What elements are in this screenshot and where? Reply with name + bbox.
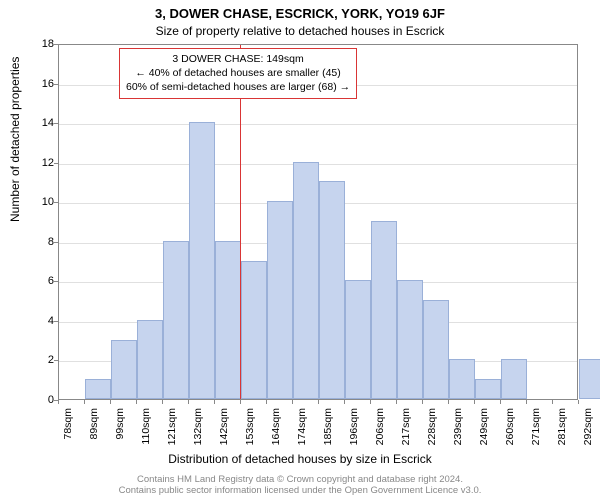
x-tick-label: 132sqm — [192, 408, 204, 452]
x-tick-mark — [396, 400, 397, 404]
x-tick-label: 142sqm — [218, 408, 230, 452]
x-tick-mark — [448, 400, 449, 404]
x-tick-mark — [500, 400, 501, 404]
x-tick-label: 217sqm — [400, 408, 412, 452]
x-tick-label: 281sqm — [556, 408, 568, 452]
plot-area: 3 DOWER CHASE: 149sqm ← 40% of detached … — [58, 44, 578, 400]
x-tick-label: 110sqm — [140, 408, 152, 452]
chart-title-address: 3, DOWER CHASE, ESCRICK, YORK, YO19 6JF — [0, 6, 600, 21]
y-tick-mark — [54, 84, 58, 85]
histogram-bar — [579, 359, 600, 399]
y-tick-label: 10 — [14, 196, 54, 208]
x-tick-mark — [526, 400, 527, 404]
x-tick-label: 292sqm — [582, 408, 594, 452]
annotation-line1: 3 DOWER CHASE: 149sqm — [126, 52, 350, 66]
x-tick-mark — [370, 400, 371, 404]
y-tick-label: 18 — [14, 38, 54, 50]
y-tick-mark — [54, 242, 58, 243]
x-tick-label: 260sqm — [504, 408, 516, 452]
x-tick-mark — [318, 400, 319, 404]
x-tick-label: 89sqm — [88, 408, 100, 452]
x-tick-mark — [84, 400, 85, 404]
histogram-bar — [449, 359, 475, 399]
license-text: Contains HM Land Registry data © Crown c… — [0, 474, 600, 497]
histogram-bar — [241, 261, 267, 399]
x-tick-label: 185sqm — [322, 408, 334, 452]
histogram-bar — [137, 320, 163, 399]
x-tick-mark — [422, 400, 423, 404]
x-tick-label: 271sqm — [530, 408, 542, 452]
x-tick-mark — [214, 400, 215, 404]
x-tick-label: 174sqm — [296, 408, 308, 452]
histogram-bar — [475, 379, 501, 399]
y-tick-label: 6 — [14, 275, 54, 287]
x-tick-label: 78sqm — [62, 408, 74, 452]
x-tick-mark — [240, 400, 241, 404]
x-tick-mark — [136, 400, 137, 404]
y-tick-mark — [54, 321, 58, 322]
histogram-bar — [501, 359, 527, 399]
license-line1: Contains HM Land Registry data © Crown c… — [0, 474, 600, 485]
y-tick-label: 0 — [14, 394, 54, 406]
x-tick-label: 249sqm — [478, 408, 490, 452]
histogram-bar — [397, 280, 423, 399]
license-line2: Contains public sector information licen… — [0, 485, 600, 496]
x-tick-label: 228sqm — [426, 408, 438, 452]
x-tick-label: 206sqm — [374, 408, 386, 452]
annotation-box: 3 DOWER CHASE: 149sqm ← 40% of detached … — [119, 48, 357, 99]
x-tick-label: 196sqm — [348, 408, 360, 452]
histogram-bar — [189, 122, 215, 399]
x-tick-mark — [266, 400, 267, 404]
histogram-bar — [85, 379, 111, 399]
x-axis-label: Distribution of detached houses by size … — [0, 452, 600, 466]
y-tick-label: 4 — [14, 315, 54, 327]
x-tick-mark — [188, 400, 189, 404]
y-tick-label: 2 — [14, 354, 54, 366]
x-tick-mark — [552, 400, 553, 404]
x-tick-label: 153sqm — [244, 408, 256, 452]
y-tick-label: 14 — [14, 117, 54, 129]
histogram-bar — [111, 340, 137, 399]
y-tick-mark — [54, 202, 58, 203]
histogram-bar — [345, 280, 371, 399]
y-tick-mark — [54, 123, 58, 124]
x-tick-mark — [162, 400, 163, 404]
y-tick-label: 16 — [14, 78, 54, 90]
y-tick-mark — [54, 44, 58, 45]
histogram-bar — [293, 162, 319, 399]
y-tick-mark — [54, 281, 58, 282]
y-tick-label: 12 — [14, 157, 54, 169]
x-tick-label: 99sqm — [114, 408, 126, 452]
x-tick-mark — [110, 400, 111, 404]
annotation-line3: 60% of semi-detached houses are larger (… — [126, 80, 350, 94]
x-tick-label: 121sqm — [166, 408, 178, 452]
x-tick-mark — [344, 400, 345, 404]
histogram-bar — [163, 241, 189, 399]
x-tick-mark — [474, 400, 475, 404]
x-tick-label: 164sqm — [270, 408, 282, 452]
y-tick-mark — [54, 360, 58, 361]
grid-line — [59, 124, 577, 125]
x-tick-mark — [578, 400, 579, 404]
annotation-line2: ← 40% of detached houses are smaller (45… — [126, 66, 350, 80]
x-tick-mark — [58, 400, 59, 404]
histogram-bar — [215, 241, 241, 399]
x-tick-label: 239sqm — [452, 408, 464, 452]
x-tick-mark — [292, 400, 293, 404]
y-tick-mark — [54, 163, 58, 164]
histogram-bar — [267, 201, 293, 399]
histogram-bar — [423, 300, 449, 399]
y-tick-label: 8 — [14, 236, 54, 248]
histogram-bar — [319, 181, 345, 399]
histogram-bar — [371, 221, 397, 399]
chart-subtitle: Size of property relative to detached ho… — [0, 24, 600, 38]
